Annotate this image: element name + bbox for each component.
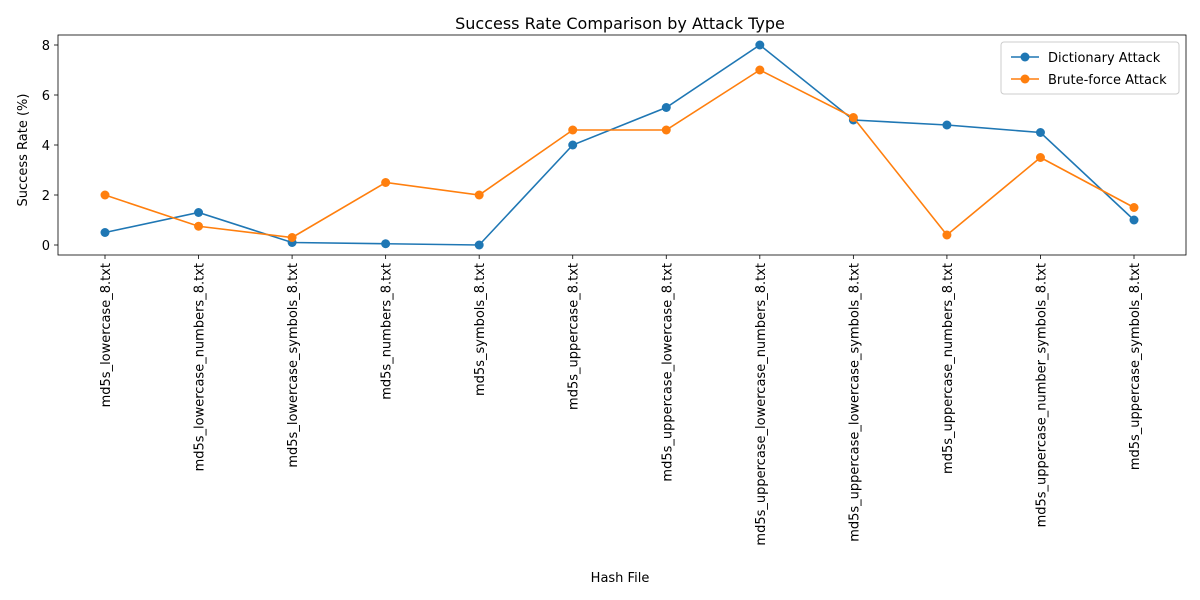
data-point — [755, 40, 765, 50]
legend-swatch-marker — [1020, 74, 1030, 84]
y-tick-label: 4 — [42, 139, 50, 154]
data-point — [474, 190, 484, 200]
data-point — [194, 208, 204, 217]
series-line-2 — [104, 69, 1135, 239]
legend-label: Dictionary Attack — [1048, 51, 1161, 66]
data-point — [381, 178, 391, 187]
x-tick-label: md5s_numbers_8.txt — [380, 263, 395, 400]
x-tick-label: md5s_uppercase_lowercase_8.txt — [660, 263, 675, 482]
y-tick-label: 0 — [42, 239, 50, 254]
data-point — [942, 230, 952, 240]
y-tick-label: 2 — [42, 189, 50, 204]
data-point — [194, 221, 204, 231]
x-tick-label: md5s_uppercase_lowercase_symbols_8.txt — [847, 263, 862, 542]
y-axis-label: Success Rate (%) — [16, 94, 31, 207]
y-tick-label: 8 — [42, 39, 50, 54]
data-point — [100, 190, 110, 200]
x-tick-label: md5s_symbols_8.txt — [473, 263, 488, 396]
x-tick-label: md5s_lowercase_numbers_8.txt — [193, 263, 208, 471]
x-tick-label: md5s_uppercase_number_symbols_8.txt — [1034, 263, 1049, 527]
data-point — [755, 65, 765, 75]
x-tick-label: md5s_uppercase_numbers_8.txt — [941, 263, 956, 474]
data-point — [848, 113, 858, 122]
legend-box — [1000, 41, 1180, 95]
chart-title: Success Rate Comparison by Attack Type — [455, 14, 785, 33]
x-axis-label: Hash File — [591, 571, 650, 586]
x-tick-label: md5s_lowercase_symbols_8.txt — [286, 263, 301, 468]
data-point — [661, 125, 671, 135]
data-point — [1129, 203, 1139, 212]
x-tick-label: md5s_lowercase_8.txt — [99, 263, 114, 407]
data-point — [942, 120, 952, 130]
legend-label: Brute-force Attack — [1048, 73, 1167, 88]
legend-swatch-marker — [1020, 52, 1030, 62]
y-tick-label: 6 — [42, 89, 50, 104]
data-point — [287, 233, 297, 242]
data-point — [661, 103, 671, 112]
data-point — [1035, 153, 1045, 162]
data-point — [568, 140, 578, 150]
x-tick-label: md5s_uppercase_lowercase_numbers_8.txt — [754, 263, 769, 546]
x-tick-label: md5s_uppercase_8.txt — [567, 263, 582, 410]
data-point — [381, 239, 391, 249]
data-point — [474, 240, 484, 250]
series-line-1 — [104, 44, 1135, 246]
x-tick-label: md5s_uppercase_symbols_8.txt — [1128, 263, 1143, 470]
data-point — [100, 228, 110, 237]
data-point — [1035, 128, 1045, 137]
data-point — [1129, 215, 1139, 225]
data-point — [568, 125, 578, 135]
